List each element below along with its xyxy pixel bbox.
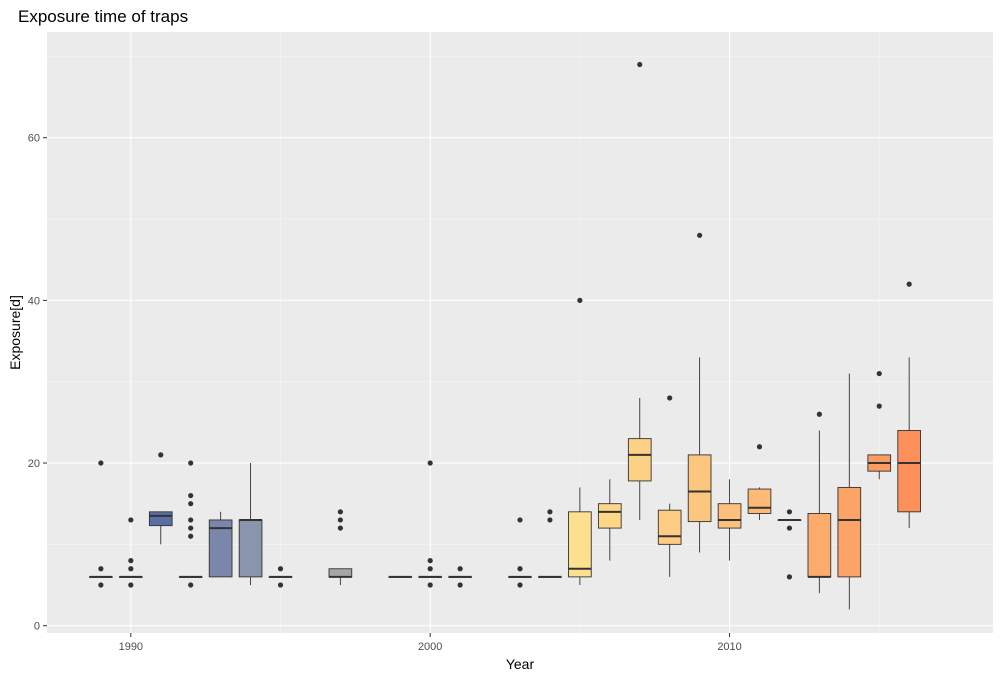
plot-panel xyxy=(47,32,993,633)
outlier-point xyxy=(98,460,104,466)
box-2016 xyxy=(897,281,922,529)
box-2014 xyxy=(837,373,862,610)
outlier-point xyxy=(98,566,104,572)
outlier-point xyxy=(906,281,912,287)
box-2013 xyxy=(807,411,832,594)
box-iqr xyxy=(597,503,622,529)
outlier-point xyxy=(876,403,882,409)
outlier-point xyxy=(337,525,343,531)
minor-gridlines xyxy=(47,32,993,633)
box-iqr xyxy=(897,430,922,513)
box-iqr xyxy=(687,454,712,523)
box-iqr xyxy=(807,513,832,578)
box-2003 xyxy=(508,517,532,588)
outlier-point xyxy=(577,297,583,303)
outlier-point xyxy=(427,566,433,572)
y-tick-label: 40 xyxy=(28,295,40,307)
x-tick-label: 1990 xyxy=(119,641,143,653)
outlier-point xyxy=(547,509,553,515)
box-iqr xyxy=(657,509,682,545)
box-2008 xyxy=(657,395,682,577)
outlier-point xyxy=(547,517,553,523)
outlier-point xyxy=(188,501,194,507)
outlier-point xyxy=(188,517,194,523)
outlier-point xyxy=(188,525,194,531)
outlier-point xyxy=(337,509,343,515)
box-1992 xyxy=(178,460,203,588)
outlier-point xyxy=(427,460,433,466)
box-iqr xyxy=(238,519,263,578)
box-iqr xyxy=(328,568,353,578)
box-1989 xyxy=(89,460,113,588)
y-tick-label: 20 xyxy=(28,458,40,470)
outlier-point xyxy=(457,566,463,572)
outlier-point xyxy=(128,566,134,572)
box-iqr xyxy=(747,488,772,514)
box-2012 xyxy=(777,509,802,580)
outlier-point xyxy=(128,517,134,523)
outlier-point xyxy=(188,492,194,499)
outlier-point xyxy=(517,517,523,523)
box-iqr xyxy=(627,438,652,482)
outlier-point xyxy=(188,460,194,466)
outlier-point xyxy=(128,558,134,564)
outlier-point xyxy=(517,566,523,572)
box-1990 xyxy=(118,517,143,588)
box-2004 xyxy=(538,509,562,578)
outlier-point xyxy=(158,452,164,458)
box-1995 xyxy=(268,566,293,588)
box-2001 xyxy=(448,566,472,588)
outlier-point xyxy=(457,582,463,588)
box-2006 xyxy=(597,479,622,561)
outlier-point xyxy=(876,370,882,377)
x-axis-title: Year xyxy=(506,656,535,672)
box-iqr xyxy=(148,511,173,527)
box-1994 xyxy=(238,463,263,586)
y-axis-title: Exposure[d] xyxy=(7,295,23,370)
outlier-point xyxy=(786,509,793,515)
chart-title: Exposure time of traps xyxy=(18,7,188,26)
box-1991 xyxy=(148,452,173,545)
outlier-point xyxy=(667,395,673,401)
box-2015 xyxy=(867,370,892,480)
outlier-point xyxy=(756,444,763,450)
axes: 1990 2000 2010 0 20 40 60 xyxy=(28,133,742,653)
outlier-point xyxy=(427,558,433,564)
outlier-point xyxy=(786,525,793,531)
outlier-point xyxy=(128,582,134,588)
outlier-point xyxy=(786,574,793,580)
y-tick-label: 60 xyxy=(28,133,40,145)
box-2010 xyxy=(717,479,742,561)
box-iqr xyxy=(208,519,233,578)
box-2009 xyxy=(687,232,712,553)
box-1999 xyxy=(388,575,413,578)
outlier-point xyxy=(637,61,643,68)
x-tick-label: 2010 xyxy=(717,641,741,653)
box-1993 xyxy=(208,511,233,578)
outlier-point xyxy=(697,232,703,238)
outlier-point xyxy=(337,517,343,523)
box-iqr xyxy=(837,486,862,578)
box-2005 xyxy=(568,297,592,586)
outlier-point xyxy=(188,582,194,588)
outlier-point xyxy=(277,582,284,588)
outlier-point xyxy=(98,582,104,588)
box-iqr xyxy=(568,511,592,578)
box-2011 xyxy=(747,444,772,520)
outlier-point xyxy=(816,411,822,417)
box-iqr xyxy=(717,503,742,529)
outlier-point xyxy=(277,566,284,572)
outlier-point xyxy=(517,582,523,588)
box-1997 xyxy=(328,509,353,586)
box-2007 xyxy=(627,61,652,520)
x-tick-label: 2000 xyxy=(418,641,442,653)
outlier-point xyxy=(188,533,194,539)
y-tick-label: 0 xyxy=(34,621,40,633)
box-2000 xyxy=(418,460,443,588)
outlier-point xyxy=(427,582,433,588)
box-series xyxy=(89,61,922,610)
